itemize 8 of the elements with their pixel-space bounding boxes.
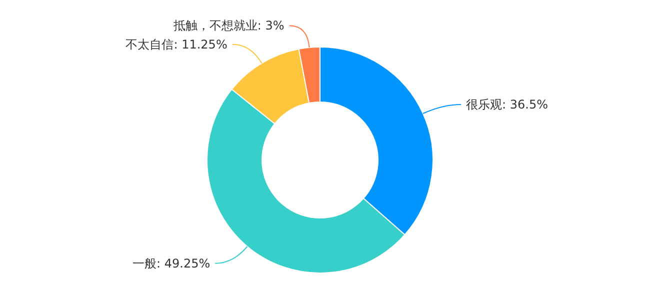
slice-label: 不太自信 [126,37,174,52]
data-label: : 11.25% [174,37,228,52]
slice-label: 抵触，不想就业 [172,18,258,33]
data-label: : 3% [257,18,284,33]
data-label: : 36.5% [502,97,548,112]
slice-label: 很乐观 [466,97,502,112]
data-label: : 49.25% [156,256,210,270]
slice-label: 一般 [132,256,157,270]
